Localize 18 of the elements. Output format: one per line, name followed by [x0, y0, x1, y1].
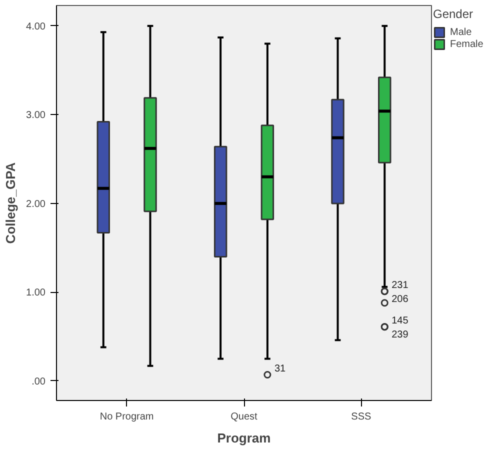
legend-label: Female [450, 38, 484, 50]
y-tick-label: .00 [32, 376, 46, 388]
annotation: 31 [274, 363, 286, 374]
legend-title: Gender [433, 7, 474, 21]
y-tick-label: 3.00 [26, 110, 46, 122]
x-tick-label: Quest [230, 412, 258, 422]
x-axis-title: Program [217, 430, 271, 446]
x-tick-label: No Program [100, 412, 154, 422]
x-tick-label: SSS [351, 412, 372, 422]
y-tick-label: 1.00 [26, 288, 46, 299]
annotation: 231 [392, 280, 409, 291]
annotation: 239 [392, 329, 409, 340]
legend-label: Male [450, 26, 472, 38]
annotation: 145 [392, 315, 409, 326]
y-tick-label: 4.00 [26, 21, 46, 32]
y-tick-label: 2.00 [26, 198, 46, 210]
y-axis-title: College_GPA [3, 162, 18, 244]
annotation: 206 [392, 294, 409, 305]
